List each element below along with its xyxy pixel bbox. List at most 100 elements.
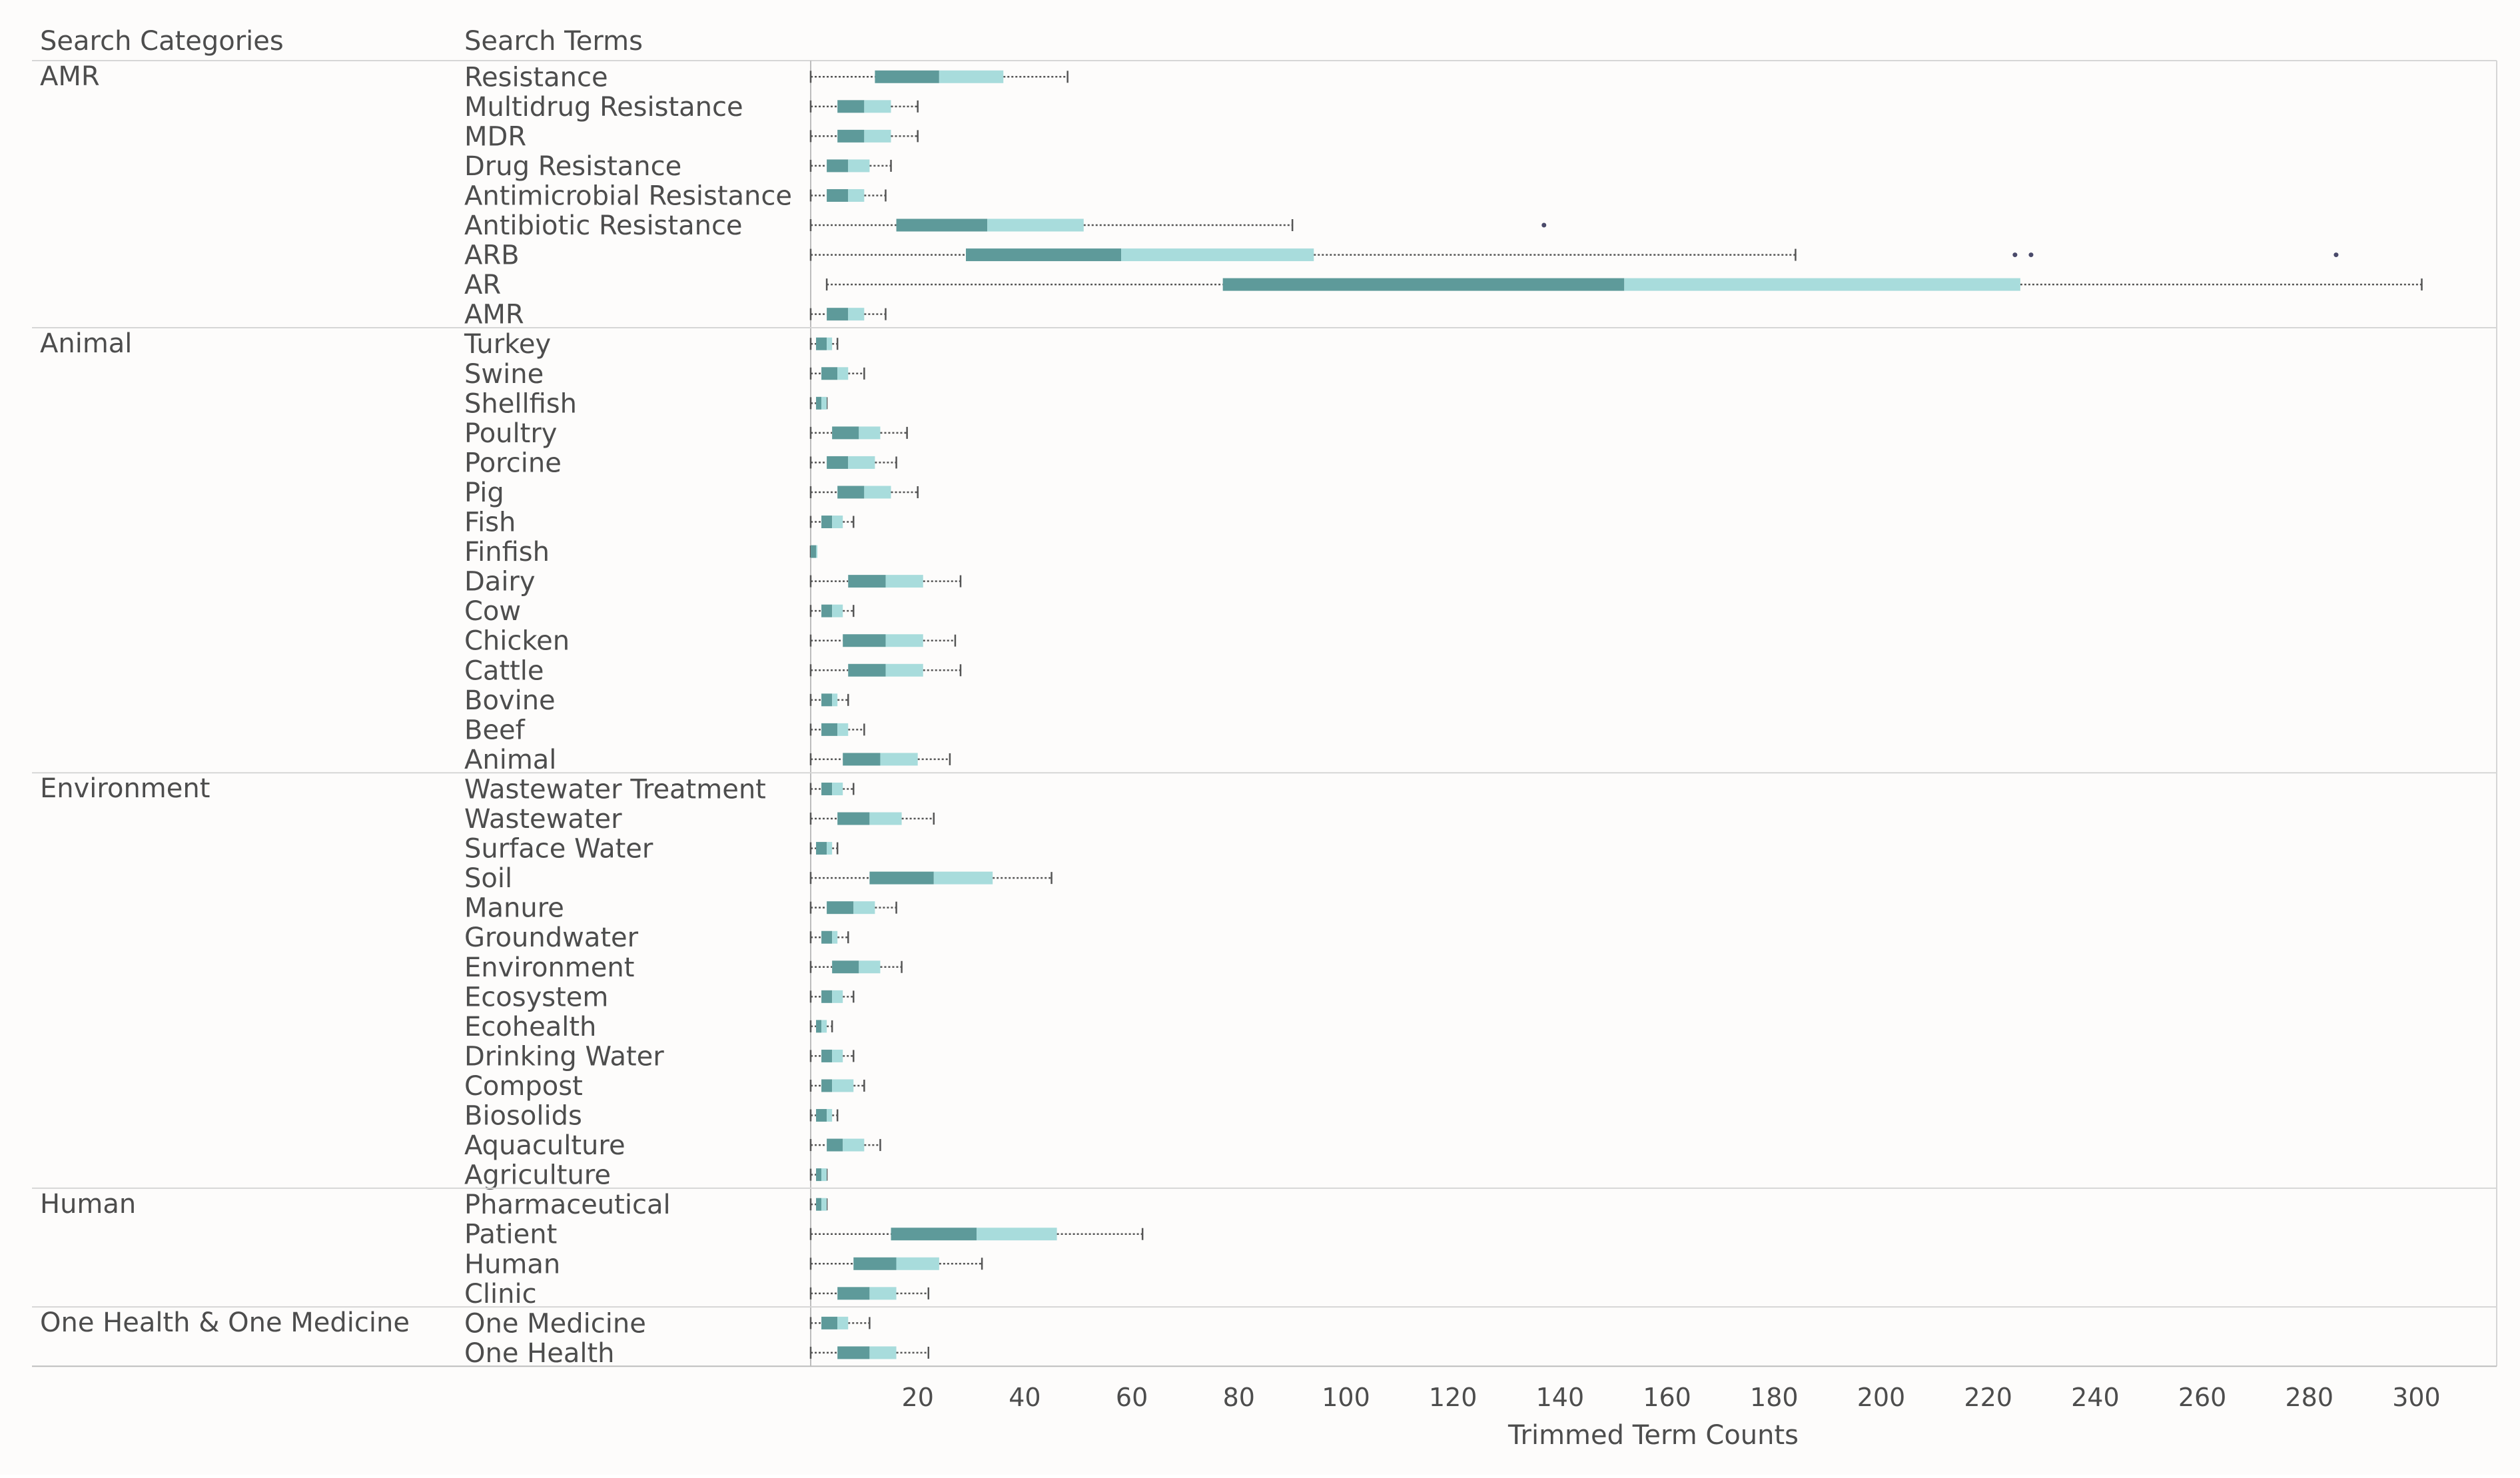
x-tick-label: 20 xyxy=(902,1383,934,1412)
term-label: Environment xyxy=(464,952,634,983)
category-label: One Health & One Medicine xyxy=(40,1307,410,1338)
box-lower xyxy=(827,901,854,915)
box-upper xyxy=(821,396,827,410)
term-label: Swine xyxy=(464,359,544,390)
term-label: Antibiotic Resistance xyxy=(464,210,743,241)
box-lower xyxy=(827,188,849,202)
box-lower xyxy=(848,575,886,588)
box-lower xyxy=(966,248,1122,262)
term-label: Patient xyxy=(464,1220,557,1250)
box-upper xyxy=(864,486,891,499)
box-upper xyxy=(864,100,891,113)
category-label: Human xyxy=(40,1189,136,1220)
term-label: Beef xyxy=(464,715,526,745)
box-lower xyxy=(843,634,886,647)
box-lower xyxy=(821,693,833,707)
box-upper xyxy=(853,901,875,915)
box-upper xyxy=(832,604,843,617)
term-label: ARB xyxy=(464,240,520,271)
box-upper xyxy=(977,1228,1057,1241)
box-upper xyxy=(1121,248,1314,262)
box-upper xyxy=(821,1020,827,1033)
term-label: Groundwater xyxy=(464,923,639,953)
x-tick-label: 220 xyxy=(1964,1383,2012,1412)
outlier-point xyxy=(1541,222,1547,228)
box-lower xyxy=(811,545,817,558)
term-label: Surface Water xyxy=(464,834,653,865)
box-lower xyxy=(821,1316,838,1329)
box-lower xyxy=(821,1049,833,1062)
box-lower xyxy=(848,663,886,677)
x-tick-label: 280 xyxy=(2286,1383,2334,1412)
box-upper xyxy=(832,990,843,1003)
outlier-point xyxy=(2333,252,2339,258)
box-upper xyxy=(827,1109,833,1122)
box-upper xyxy=(869,1346,897,1359)
box-lower xyxy=(869,871,934,885)
term-label: Compost xyxy=(464,1071,583,1102)
term-label: Ecosystem xyxy=(464,982,608,1012)
box-lower xyxy=(1222,278,1625,291)
term-label: AR xyxy=(464,270,501,300)
box-lower xyxy=(816,1109,827,1122)
x-tick-label: 60 xyxy=(1116,1383,1148,1412)
box-upper xyxy=(848,308,865,321)
box-lower xyxy=(821,604,833,617)
term-label: Animal xyxy=(464,745,556,775)
term-label: Wastewater xyxy=(464,804,622,835)
term-label: Bovine xyxy=(464,685,556,716)
box-upper xyxy=(885,663,923,677)
term-label: Fish xyxy=(464,508,516,538)
box-lower xyxy=(837,1287,870,1300)
box-lower xyxy=(837,486,865,499)
x-tick-label: 300 xyxy=(2392,1383,2441,1412)
box-upper xyxy=(832,782,843,795)
box-upper xyxy=(885,575,923,588)
term-label: One Medicine xyxy=(464,1308,646,1339)
x-tick-label: 180 xyxy=(1750,1383,1799,1412)
box-upper xyxy=(827,842,833,855)
box-upper xyxy=(869,1287,897,1300)
box-lower xyxy=(827,308,849,321)
x-axis-label: Trimmed Term Counts xyxy=(1507,1420,1799,1451)
plot-area: 20 40 60 80 100 120 140 160 180 200 220 240 260 280 30… xyxy=(32,60,2497,1412)
term-label: Finfish xyxy=(464,537,550,567)
box-lower xyxy=(832,960,859,974)
box-lower xyxy=(816,842,827,855)
box-upper xyxy=(821,1198,827,1211)
category-label: Animal xyxy=(40,328,132,359)
term-label: Soil xyxy=(464,863,512,894)
box-upper xyxy=(843,1138,865,1152)
box-lower xyxy=(816,1168,822,1182)
box-upper xyxy=(832,516,843,529)
box-lower xyxy=(816,337,827,350)
box-lower xyxy=(837,812,870,825)
term-label: Ecohealth xyxy=(464,1012,596,1042)
box-upper xyxy=(859,426,881,440)
box-lower xyxy=(853,1257,897,1270)
box-lower xyxy=(821,930,833,944)
term-label: Clinic xyxy=(464,1279,537,1309)
term-label: Chicken xyxy=(464,626,570,657)
x-tick-label: 100 xyxy=(1322,1383,1370,1412)
box-lower xyxy=(821,723,838,736)
term-label: Human xyxy=(464,1249,560,1280)
box-upper xyxy=(837,367,849,380)
box-upper xyxy=(933,871,993,885)
box-lower xyxy=(816,396,822,410)
box-lower xyxy=(821,367,838,380)
box-upper xyxy=(832,1049,843,1062)
box-lower xyxy=(837,1346,870,1359)
category-label: Environment xyxy=(40,773,210,804)
term-label: Multidrug Resistance xyxy=(464,92,743,123)
box-upper xyxy=(939,70,1004,83)
box-lower xyxy=(827,159,849,173)
box-upper xyxy=(864,129,891,143)
box-lower xyxy=(896,218,988,232)
box-lower xyxy=(821,782,833,795)
box-upper xyxy=(821,1168,827,1182)
term-label: AMR xyxy=(464,300,524,330)
term-label: Cow xyxy=(464,596,521,627)
box-upper xyxy=(848,188,865,202)
